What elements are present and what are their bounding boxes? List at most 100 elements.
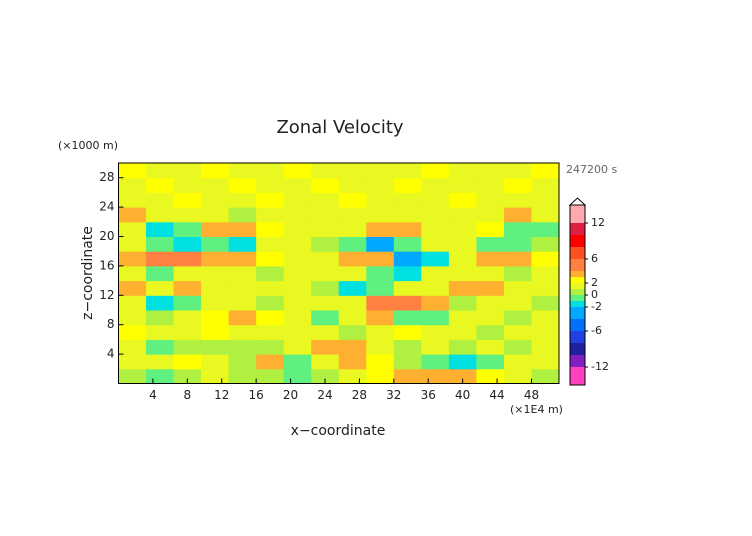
heat-cell — [283, 354, 312, 370]
heat-cell — [146, 310, 175, 326]
heat-cell — [448, 251, 477, 267]
heat-cell — [393, 310, 422, 326]
heat-cell — [228, 354, 257, 370]
heat-cell — [503, 310, 532, 326]
heat-cell — [476, 280, 505, 296]
heat-cell — [338, 265, 367, 282]
heat-cell — [228, 177, 257, 193]
heat-cell — [338, 251, 367, 267]
x-tick-label: 24 — [317, 388, 332, 402]
heat-cell — [448, 163, 477, 179]
colorbar-band — [570, 271, 585, 277]
heat-cell — [283, 295, 312, 311]
heat-cell — [503, 339, 532, 355]
heat-cell — [503, 368, 532, 384]
heat-cell — [366, 324, 395, 340]
heat-cell — [421, 207, 450, 223]
heat-cell — [448, 354, 477, 370]
heat-cell — [393, 163, 422, 179]
heat-cell — [146, 177, 175, 193]
heat-cell — [256, 192, 285, 208]
heat-cell — [118, 354, 147, 370]
y-tick-label: 12 — [99, 288, 114, 302]
heat-cell — [146, 354, 175, 370]
y-tick-label: 8 — [107, 317, 115, 331]
heat-cell — [283, 251, 312, 267]
heat-cell — [146, 251, 175, 267]
heat-cell — [311, 310, 340, 326]
heat-cell — [173, 177, 202, 193]
heat-cell — [173, 295, 202, 311]
heat-cell — [256, 221, 285, 237]
heat-cell — [118, 280, 147, 296]
y-tick-label: 28 — [99, 170, 114, 184]
x-tick-label: 20 — [283, 388, 298, 402]
chart-title: Zonal Velocity — [276, 117, 403, 138]
heat-cell — [146, 192, 175, 208]
heat-cell — [531, 354, 560, 370]
heat-cell — [531, 295, 560, 311]
x-tick-label: 32 — [386, 388, 401, 402]
colorbar-band — [570, 205, 585, 223]
colorbar-tick-label: 0 — [591, 288, 598, 301]
heat-cell — [146, 163, 175, 179]
colorbar-overflow — [568, 197, 587, 206]
x-tick-label: 48 — [524, 388, 539, 402]
colorbar-band — [570, 355, 585, 367]
time-label: 247200 s — [566, 163, 617, 176]
heat-cell — [118, 295, 147, 311]
heatmap — [118, 163, 560, 384]
heat-cell — [393, 324, 422, 340]
heat-cell — [393, 221, 422, 237]
heat-cell — [393, 265, 422, 282]
heat-cell — [118, 251, 147, 267]
heat-cell — [256, 236, 285, 252]
heat-cell — [256, 251, 285, 267]
heat-cell — [531, 207, 560, 223]
x-tick-label: 4 — [149, 388, 157, 402]
heat-cell — [503, 192, 532, 208]
heat-cell — [201, 354, 230, 370]
heat-cell — [338, 177, 367, 193]
heat-cell — [283, 280, 312, 296]
heat-cell — [146, 207, 175, 223]
heat-cell — [531, 339, 560, 355]
colorbar-band — [570, 259, 585, 271]
heat-cell — [503, 207, 532, 223]
heat-cell — [448, 295, 477, 311]
heat-cell — [256, 163, 285, 179]
heat-cell — [283, 207, 312, 223]
heat-cell — [283, 221, 312, 237]
heat-cell — [228, 265, 257, 282]
heat-cell — [256, 339, 285, 355]
heat-cell — [476, 177, 505, 193]
heat-cell — [228, 221, 257, 237]
heat-cell — [366, 354, 395, 370]
heat-cell — [173, 339, 202, 355]
heat-cell — [393, 280, 422, 296]
heat-cell — [448, 221, 477, 237]
heat-cell — [118, 221, 147, 237]
heat-cell — [531, 192, 560, 208]
heat-cell — [393, 207, 422, 223]
heat-cell — [173, 163, 202, 179]
colorbar-band — [570, 307, 585, 319]
heat-cell — [311, 163, 340, 179]
heat-cell — [201, 221, 230, 237]
heat-cell — [421, 354, 450, 370]
y-tick-label: 4 — [107, 347, 115, 361]
heat-cell — [256, 310, 285, 326]
heat-cell — [366, 207, 395, 223]
heat-cell — [448, 280, 477, 296]
heat-cell — [531, 221, 560, 237]
heat-cell — [118, 192, 147, 208]
heat-cell — [118, 177, 147, 193]
heat-cell — [531, 324, 560, 340]
heat-cell — [503, 265, 532, 282]
heat-cell — [201, 207, 230, 223]
heat-cell — [118, 368, 147, 384]
heat-cell — [421, 368, 450, 384]
heat-cell — [146, 295, 175, 311]
heat-cell — [173, 221, 202, 237]
heat-cell — [476, 339, 505, 355]
